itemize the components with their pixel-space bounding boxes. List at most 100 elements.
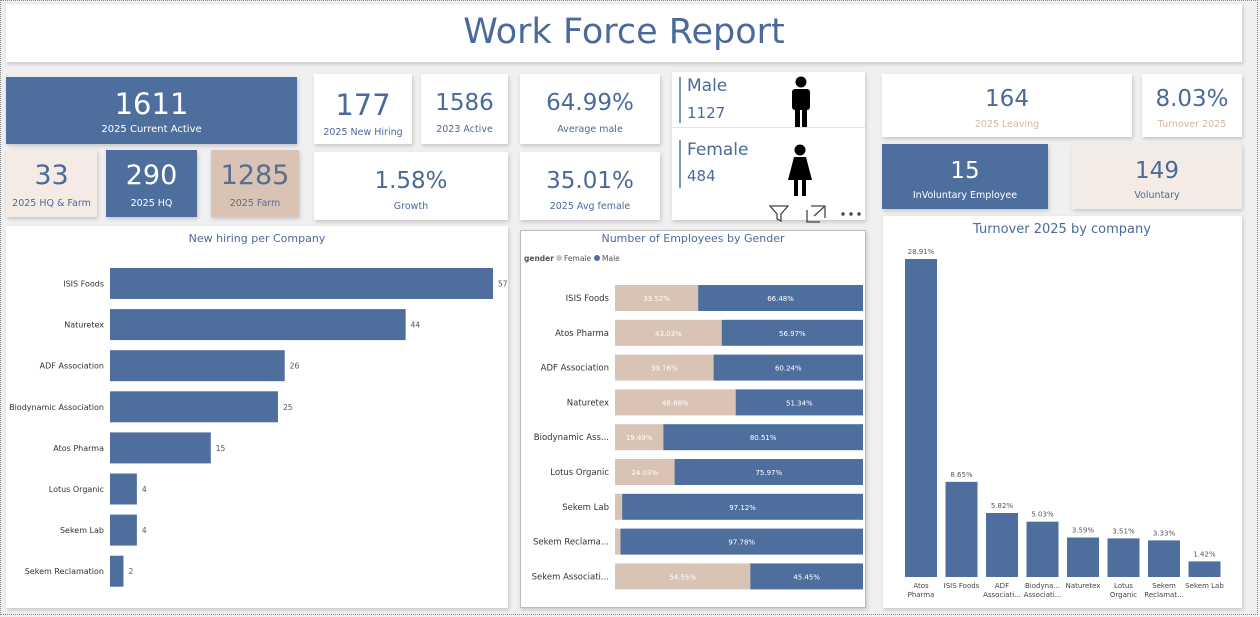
farm-label: 2025 Farm <box>229 198 281 209</box>
data-label: 5.82% <box>991 502 1014 510</box>
data-label-male: 60.24% <box>775 365 802 373</box>
data-label-male: 51.34% <box>786 399 813 407</box>
category-label-line: Naturetex <box>1066 582 1101 590</box>
bar-male <box>713 354 863 381</box>
bar-male <box>735 389 863 416</box>
current-active-card[interactable]: 1611 2025 Current Active <box>6 77 297 144</box>
category-label-line: Sekem Lab <box>1185 582 1224 590</box>
category-label-line: Associati... <box>983 591 1021 599</box>
turnover-chart-card[interactable]: Turnover 2025 by company 28.91% Atos Pharma… <box>883 216 1242 608</box>
category-label: Atos Pharma <box>555 329 609 339</box>
voluntary-label: Voluntary <box>1134 190 1180 201</box>
category-label-line: Reclamat... <box>1144 591 1183 599</box>
category-label-line: ADF <box>995 582 1009 590</box>
category-label: ISIS Foods <box>944 582 980 590</box>
growth-card[interactable]: 1.58% Growth <box>314 152 508 220</box>
data-label-male: 56.97% <box>779 330 806 338</box>
hq-farm-card[interactable]: 33 2025 HQ & Farm <box>6 150 97 217</box>
category-label: ISIS Foods <box>63 280 104 289</box>
more-options-icon[interactable] <box>840 207 862 221</box>
current-active-value: 1611 <box>114 87 189 121</box>
growth-value: 1.58% <box>374 168 448 194</box>
category-label-line: Associati... <box>1024 591 1062 599</box>
data-label-female: 24.03% <box>631 469 658 477</box>
category-label: Sekem Reclama... <box>533 538 609 548</box>
chart-title: Number of Employees by Gender <box>601 232 784 245</box>
category-label: ADF Associati... <box>983 582 1021 599</box>
leaving-value: 164 <box>985 86 1029 112</box>
filter-icon[interactable] <box>769 205 789 223</box>
data-label: 4 <box>142 485 147 494</box>
gender-card[interactable]: Male 1127 Female 484 <box>672 72 865 220</box>
legend-title: gender <box>524 254 554 263</box>
bar <box>945 481 978 577</box>
female-label: Female <box>687 140 749 160</box>
data-label: 3.59% <box>1072 527 1095 535</box>
data-label-female: 48.66% <box>662 399 689 407</box>
page-title: Work Force Report <box>463 12 785 52</box>
category-label: Atos Pharma <box>908 582 935 599</box>
bar-male <box>674 459 863 485</box>
bar-female <box>615 354 714 381</box>
farm-value: 1285 <box>220 160 290 191</box>
avg-male-card[interactable]: 64.99% Average male <box>520 74 660 144</box>
bar <box>1188 561 1221 577</box>
category-label-line: Lotus <box>1114 582 1133 590</box>
voluntary-value: 149 <box>1135 158 1179 184</box>
category-label-line: Sekem <box>1152 582 1176 590</box>
bar <box>1026 521 1059 577</box>
data-label: 26 <box>290 362 300 371</box>
data-label-female: 43.03% <box>655 330 682 338</box>
farm-card[interactable]: 1285 2025 Farm <box>211 150 299 217</box>
active-2023-card[interactable]: 1586 2023 Active <box>421 74 508 144</box>
avg-female-value: 35.01% <box>546 168 634 194</box>
category-label-line: Pharma <box>908 591 935 599</box>
leaving-card[interactable]: 164 2025 Leaving <box>882 74 1132 137</box>
bar <box>110 268 493 299</box>
legend-label-female: Female <box>564 254 592 263</box>
legend-marker-male <box>594 255 600 261</box>
category-label: Lotus Organic <box>1110 582 1137 599</box>
data-label: 28.91% <box>908 248 935 256</box>
hq-card[interactable]: 290 2025 HQ <box>106 150 197 217</box>
current-active-label: 2025 Current Active <box>101 124 202 135</box>
involuntary-value: 15 <box>950 158 980 184</box>
bar <box>110 555 124 587</box>
hq-farm-value: 33 <box>34 160 69 191</box>
data-label: 15 <box>216 444 226 453</box>
category-label: Lotus Organic <box>49 485 104 494</box>
category-label: Biodynamic Association <box>9 403 104 412</box>
new-hiring-card[interactable]: 177 2025 New Hiring <box>314 74 412 144</box>
category-label: Sekem Reclamat... <box>1144 582 1183 599</box>
data-label-female: 19.49% <box>626 434 653 442</box>
category-label: Biodyna... Associati... <box>1024 582 1062 599</box>
new-hiring-chart: New hiring per Company ISIS Foods 57 Nature… <box>9 232 508 587</box>
involuntary-card[interactable]: 15 InVoluntary Employee <box>882 144 1048 209</box>
bar-male <box>622 493 863 520</box>
data-label-male: 75.97% <box>755 469 782 477</box>
bar-male <box>698 285 863 311</box>
bar <box>110 432 211 464</box>
bar-female <box>615 459 675 485</box>
bar-female <box>615 285 699 311</box>
visual-header-toolbar <box>767 203 867 225</box>
gender-divider <box>672 127 865 128</box>
chart-title: New hiring per Company <box>189 232 326 245</box>
active-2023-value: 1586 <box>435 90 494 116</box>
data-label-male: 97.78% <box>728 539 755 547</box>
voluntary-card[interactable]: 149 Voluntary <box>1072 144 1242 209</box>
male-person-icon <box>792 76 810 128</box>
turnover-card[interactable]: 8.03% Turnover 2025 <box>1142 74 1242 137</box>
gender-chart-card[interactable]: Number of Employees by Gender gender Femal… <box>520 230 866 608</box>
avg-male-label: Average male <box>557 124 623 135</box>
new-hiring-label: 2025 New Hiring <box>323 127 403 138</box>
focus-mode-icon[interactable] <box>806 205 826 223</box>
legend-label-male: Male <box>602 254 620 263</box>
bar-female <box>615 319 722 346</box>
category-label: Biodynamic Ass... <box>534 433 609 443</box>
avg-female-card[interactable]: 35.01% 2025 Avg female <box>520 152 660 220</box>
new-hiring-chart-card[interactable]: New hiring per Company ISIS Foods 57 Nature… <box>6 226 508 608</box>
legend-marker-female <box>556 255 562 261</box>
data-label: 3.33% <box>1153 529 1176 537</box>
